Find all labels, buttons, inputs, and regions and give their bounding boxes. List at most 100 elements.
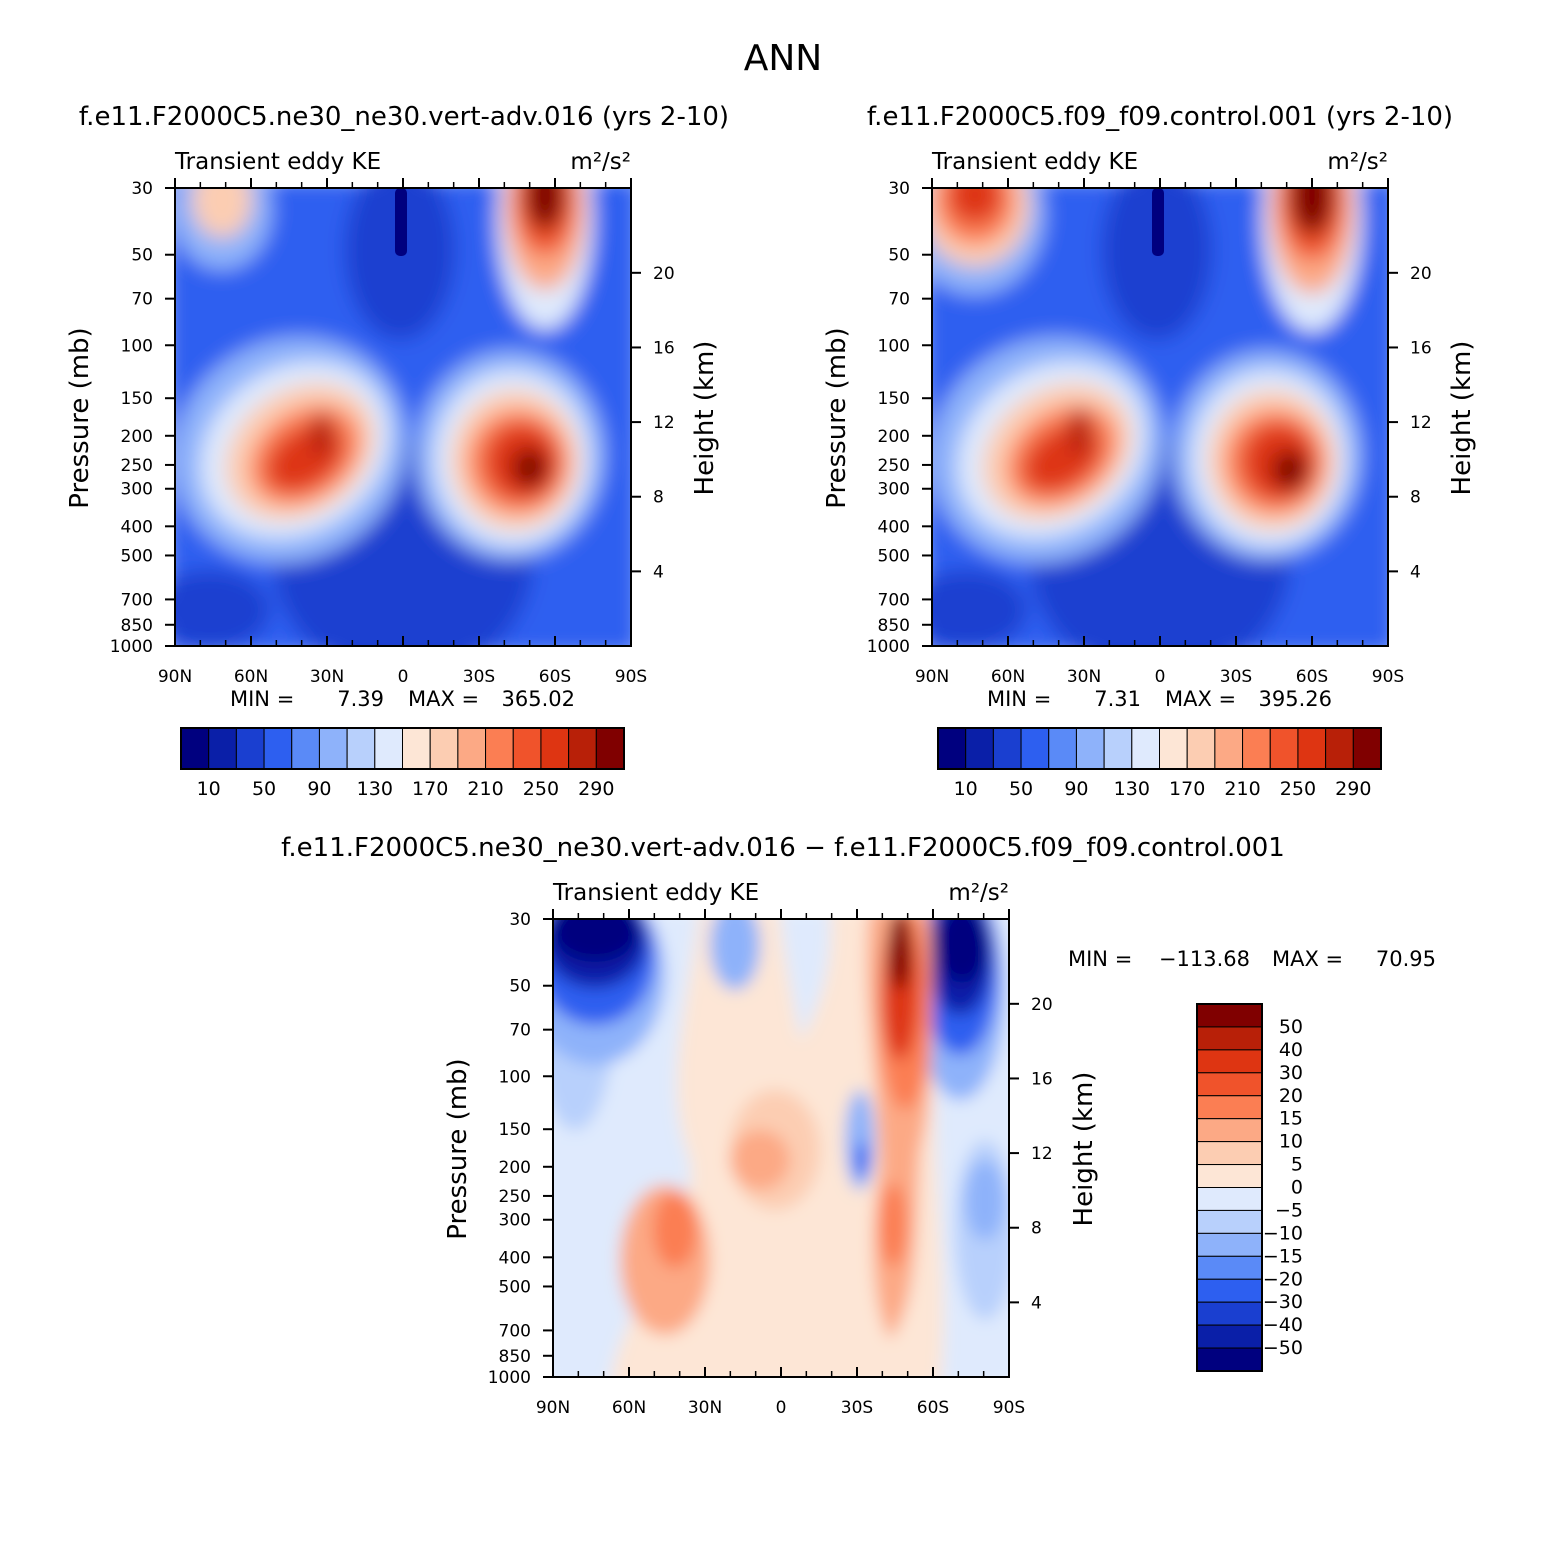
colorbar-swatch (1196, 1072, 1263, 1097)
panel-control-title: f.e11.F2000C5.f09_f09.control.001 (yrs 2… (867, 102, 1453, 132)
y-right-tick-label: 16 (653, 338, 675, 358)
y-right-tick-label: 4 (1031, 1293, 1042, 1313)
colorbar-swatch (346, 727, 376, 770)
colorbar-swatch (1196, 1003, 1263, 1028)
panel-difference-title: f.e11.F2000C5.ne30_ne30.vert-adv.016 − f… (281, 833, 1285, 863)
panel-model-max-label: MAX = (408, 687, 479, 711)
panel-model-units: m²/s² (570, 149, 631, 175)
x-tick-label: 0 (776, 1398, 787, 1418)
y-right-tick-label: 4 (653, 562, 664, 582)
colorbar-swatch (1075, 727, 1105, 770)
x-tick-label: 60N (991, 667, 1025, 687)
panel-control-ylabel: Pressure (mb) (822, 327, 852, 508)
y-tick-label: 250 (878, 456, 910, 476)
panel-control-variable: Transient eddy KE (931, 149, 1138, 175)
colorbar-label: 10 (1279, 1131, 1303, 1153)
colorbar-label: 50 (252, 778, 276, 800)
panel-difference: f.e11.F2000C5.ne30_ne30.vert-adv.016 − f… (281, 833, 1436, 1418)
field-region (192, 188, 252, 238)
y-tick-label: 100 (499, 1067, 531, 1087)
y-tick-label: 250 (121, 456, 153, 476)
colorbar-swatch (1196, 1118, 1263, 1143)
colorbar-label: 210 (1224, 778, 1260, 800)
colorbar-frame (1196, 1003, 1263, 1372)
panel-control-units: m²/s² (1327, 149, 1388, 175)
y-tick-label: 700 (121, 590, 153, 610)
colorbar-swatch (1159, 727, 1188, 770)
y-tick-label: 300 (121, 480, 153, 500)
colorbar-swatch (937, 727, 967, 770)
colorbar-swatch (568, 727, 597, 770)
x-tick-label: 30S (841, 1398, 873, 1418)
colorbar-label: 40 (1279, 1039, 1303, 1061)
colorbar-swatch (1196, 1049, 1263, 1074)
field-region (1068, 408, 1092, 456)
colorbar-label: −15 (1263, 1245, 1303, 1267)
colorbar-swatch (1196, 1164, 1263, 1188)
x-tick-label: 30S (463, 667, 495, 687)
colorbar-swatch (1196, 1141, 1263, 1166)
x-tick-label: 60N (612, 1398, 646, 1418)
panel-model: f.e11.F2000C5.ne30_ne30.vert-adv.016 (yr… (65, 102, 729, 800)
y-right-tick-label: 20 (653, 264, 675, 284)
panel-model-min-value: 7.39 (337, 687, 384, 711)
y-tick-label: 100 (878, 336, 910, 356)
x-tick-label: 30N (310, 667, 344, 687)
panel-model-ylabel-right: Height (km) (690, 341, 720, 496)
y-tick-label: 150 (121, 389, 153, 409)
colorbar-swatch (429, 727, 459, 770)
y-tick-label: 1000 (110, 637, 153, 657)
colorbar-swatch (402, 727, 431, 770)
y-right-tick-label: 12 (1410, 413, 1432, 433)
panel-model-axes: 90N 60N 30N 0 30S 60S 90S 30 50 70 100 150 200 250 300… (110, 178, 675, 687)
y-tick-label: 400 (878, 517, 910, 537)
y-tick-label: 850 (121, 616, 153, 636)
x-tick-label: 90N (158, 667, 192, 687)
x-tick-label: 90N (915, 667, 949, 687)
colorbar-swatch (595, 727, 625, 770)
colorbar-swatch (291, 727, 320, 770)
colorbar-swatch (1242, 727, 1271, 770)
colorbar-label: 5 (1291, 1154, 1303, 1176)
colorbar-label: −40 (1263, 1314, 1303, 1336)
y-tick-label: 50 (509, 977, 531, 997)
colorbar-swatch (1196, 1187, 1263, 1211)
colorbar-swatch (540, 727, 570, 770)
colorbar-label: 50 (1009, 778, 1033, 800)
colorbar-swatch (1196, 1026, 1263, 1051)
panel-difference-ylabel-right: Height (km) (1069, 1072, 1099, 1227)
colorbar-label: 170 (1169, 778, 1205, 800)
y-tick-label: 70 (509, 1021, 531, 1041)
colorbar-frame (937, 727, 1382, 770)
x-tick-label: 0 (1155, 667, 1166, 687)
colorbar-swatch (1352, 727, 1382, 770)
colorbar-swatch (318, 727, 348, 770)
colorbar-label: −10 (1263, 1222, 1303, 1244)
x-tick-label: 30S (1220, 667, 1252, 687)
y-right-tick-label: 16 (1031, 1069, 1053, 1089)
y-right-tick-label: 4 (1410, 562, 1421, 582)
colorbar-swatch (263, 727, 293, 770)
colorbar-swatch (457, 727, 487, 770)
x-tick-label: 60S (917, 1398, 949, 1418)
panel-model-variable: Transient eddy KE (174, 149, 381, 175)
colorbar-label: 10 (954, 778, 978, 800)
field-region (936, 919, 988, 983)
panel-model-max-value: 365.02 (502, 687, 575, 711)
panel-difference-ylabel: Pressure (mb) (443, 1058, 473, 1239)
field-region (855, 1142, 869, 1178)
field-region (879, 1183, 907, 1267)
panel-control-min-value: 7.31 (1094, 687, 1141, 711)
colorbar-swatch (1196, 1301, 1263, 1326)
colorbar-label: 170 (412, 778, 448, 800)
colorbar-label: 210 (467, 778, 503, 800)
colorbar-label: 290 (578, 778, 614, 800)
x-tick-label: 60S (1296, 667, 1328, 687)
colorbar-label: 130 (1114, 778, 1150, 800)
colorbar-swatch (1196, 1278, 1263, 1303)
colorbar-label: 290 (1335, 778, 1371, 800)
y-tick-label: 1000 (488, 1368, 531, 1388)
y-tick-label: 300 (878, 480, 910, 500)
x-tick-label: 30N (1067, 667, 1101, 687)
field-region (730, 1130, 790, 1190)
